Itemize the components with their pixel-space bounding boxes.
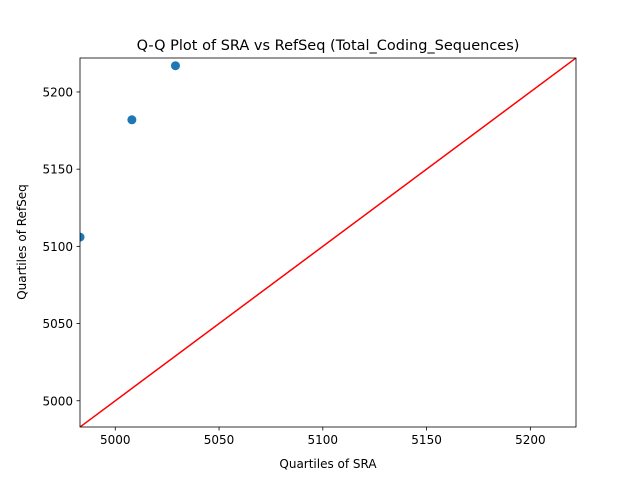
data-point: [80, 232, 85, 242]
y-tick-label: 5200: [42, 85, 73, 99]
data-points: [80, 61, 180, 242]
x-tick-label: 5150: [411, 433, 442, 447]
reference-line: [80, 58, 576, 427]
y-axis-label: Quartiles of RefSeq: [15, 184, 29, 300]
x-axis-label: Quartiles of SRA: [279, 457, 377, 471]
chart-title: Q-Q Plot of SRA vs RefSeq (Total_Coding_…: [137, 38, 520, 54]
y-tick-label: 5000: [42, 394, 73, 408]
x-tick-label: 5050: [204, 433, 235, 447]
y-axis-ticks: 5000 5050 5100 5150 5200: [42, 85, 80, 408]
plot-frame: [79, 57, 577, 428]
x-axis-ticks: 5000 5050 5100 5150 5200: [100, 427, 546, 447]
y-tick-label: 5050: [42, 317, 73, 331]
y-tick-label: 5150: [42, 163, 73, 177]
data-point: [127, 115, 137, 125]
x-tick-label: 5200: [515, 433, 546, 447]
x-tick-label: 5000: [100, 433, 131, 447]
x-tick-label: 5100: [308, 433, 339, 447]
data-point: [170, 61, 180, 71]
y-tick-label: 5100: [42, 240, 73, 254]
